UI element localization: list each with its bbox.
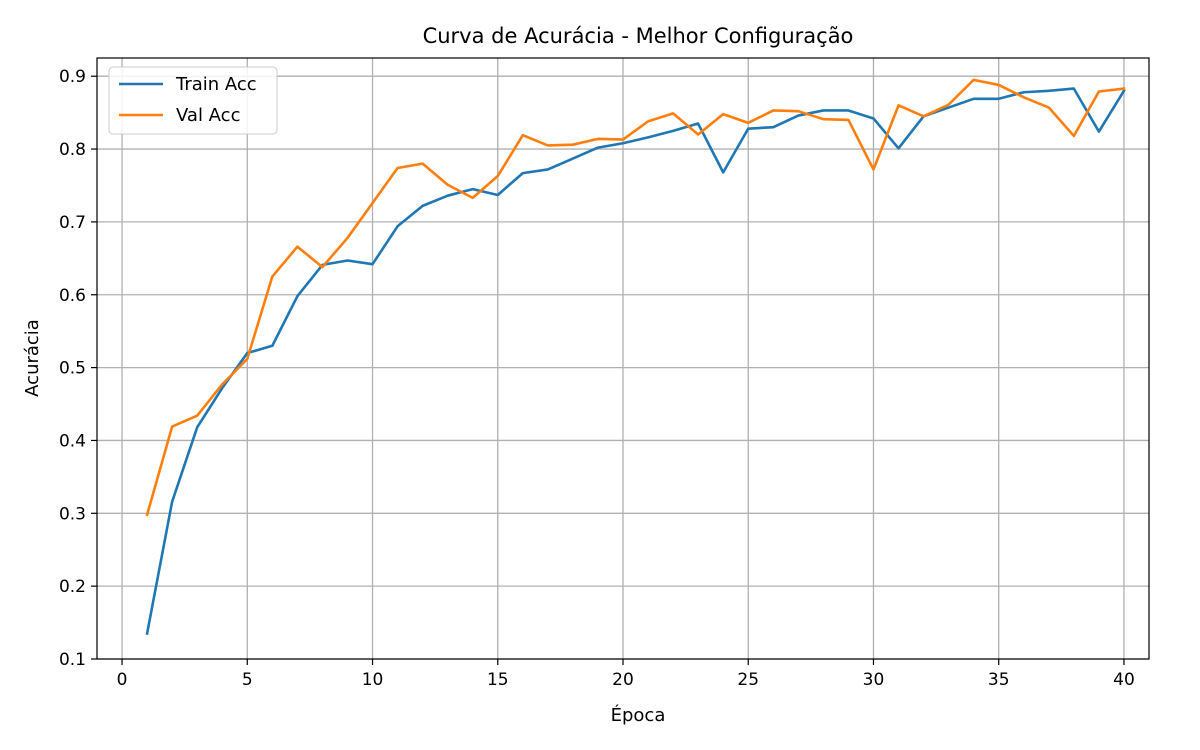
legend-label-train-acc: Train Acc [175, 74, 257, 95]
y-tick-label: 0.5 [59, 359, 86, 379]
y-tick-label: 0.9 [59, 67, 86, 87]
legend-label-val-acc: Val Acc [176, 105, 240, 126]
x-tick-label: 30 [863, 670, 885, 690]
series-line-val-acc [145, 78, 1126, 517]
legend: Train Acc Val Acc [108, 66, 278, 135]
x-tick-label: 5 [242, 670, 253, 690]
series-line-train-acc [145, 87, 1126, 636]
y-tick-label: 0.8 [59, 140, 86, 160]
x-tick-label: 35 [988, 670, 1010, 690]
x-tick-label: 0 [117, 670, 128, 690]
x-tick-label: 10 [362, 670, 384, 690]
y-tick-label: 0.7 [59, 213, 86, 233]
chart-title: Curva de Acurácia - Melhor Configuração [423, 24, 854, 48]
y-axis-label: Acurácia [22, 319, 43, 397]
x-tick-label: 40 [1113, 670, 1135, 690]
x-axis-label: Época [611, 704, 666, 726]
ticks: 0 5 10 15 20 25 30 35 40 0.1 0.2 0.3 0.4 0.5 0.6 0.7 0.8… [59, 67, 1135, 690]
x-tick-label: 20 [612, 670, 634, 690]
y-tick-label: 0.6 [59, 286, 86, 306]
x-tick-label: 25 [737, 670, 759, 690]
y-tick-label: 0.1 [59, 650, 86, 670]
y-tick-label: 0.2 [59, 577, 86, 597]
y-tick-label: 0.4 [59, 431, 86, 451]
y-tick-label: 0.3 [59, 504, 86, 524]
series-layer [145, 78, 1126, 636]
x-tick-label: 15 [487, 670, 509, 690]
